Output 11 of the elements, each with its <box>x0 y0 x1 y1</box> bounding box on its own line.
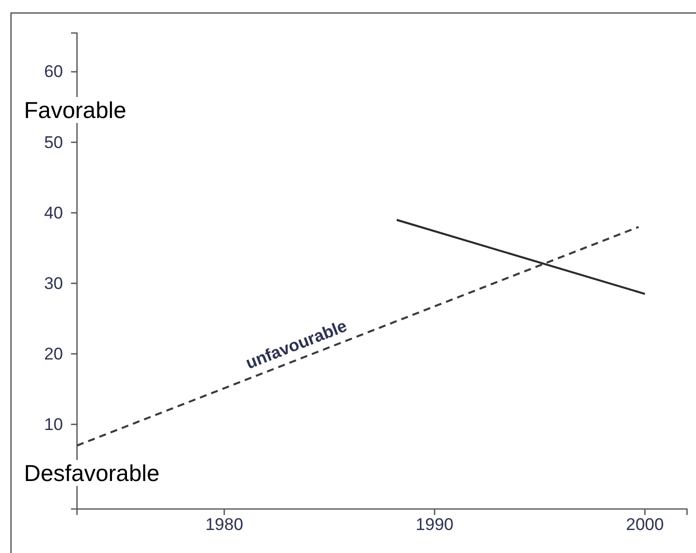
y-tick-label: 50 <box>44 132 63 152</box>
x-tick-label: 1990 <box>416 515 454 534</box>
y-tick-label: 40 <box>44 203 63 222</box>
y-tick-label: 60 <box>44 62 63 82</box>
x-tick-label: 1980 <box>205 515 244 534</box>
annotation: Desfavorable <box>24 460 160 486</box>
y-tick-label: 20 <box>44 344 63 364</box>
annotation: Favorable <box>24 97 126 123</box>
y-tick-label: 30 <box>44 274 63 293</box>
x-tick-label: 2000 <box>626 515 664 534</box>
y-tick-label: 10 <box>44 414 63 434</box>
